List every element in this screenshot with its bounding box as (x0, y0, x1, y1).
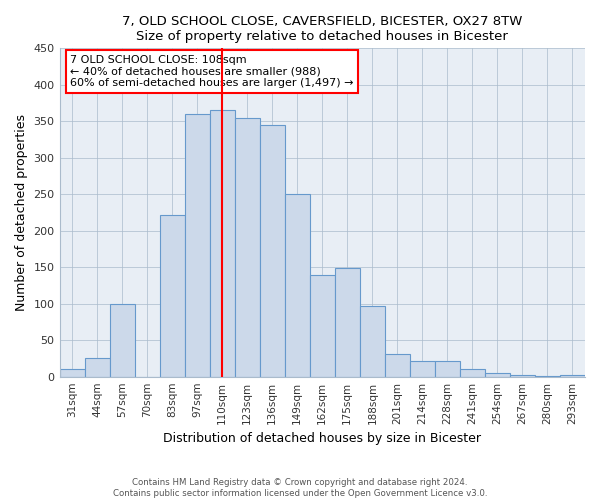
Bar (209, 110, 235, 376)
Bar (185, 114, 209, 376)
Y-axis label: Number of detached properties: Number of detached properties (15, 114, 28, 311)
Bar (235, 118, 260, 376)
Bar (160, 214, 185, 376)
X-axis label: Distribution of detached houses by size in Bicester: Distribution of detached houses by size … (163, 432, 481, 445)
Bar (485, 373, 510, 376)
Bar (560, 375, 585, 376)
Text: Contains HM Land Registry data © Crown copyright and database right 2024.
Contai: Contains HM Land Registry data © Crown c… (113, 478, 487, 498)
Bar (460, 368, 485, 376)
Bar (410, 360, 435, 376)
Bar (310, 274, 335, 376)
Bar (335, 268, 360, 376)
Bar (510, 375, 535, 376)
Text: 7 OLD SCHOOL CLOSE: 108sqm
← 40% of detached houses are smaller (988)
60% of sem: 7 OLD SCHOOL CLOSE: 108sqm ← 40% of deta… (70, 55, 353, 88)
Bar (435, 360, 460, 376)
Bar (385, 354, 410, 376)
Bar (59, 370, 85, 376)
Bar (260, 125, 285, 376)
Title: 7, OLD SCHOOL CLOSE, CAVERSFIELD, BICESTER, OX27 8TW
Size of property relative t: 7, OLD SCHOOL CLOSE, CAVERSFIELD, BICEST… (122, 15, 523, 43)
Bar (110, 304, 134, 376)
Bar (285, 194, 310, 376)
Bar (85, 358, 110, 376)
Bar (360, 306, 385, 376)
